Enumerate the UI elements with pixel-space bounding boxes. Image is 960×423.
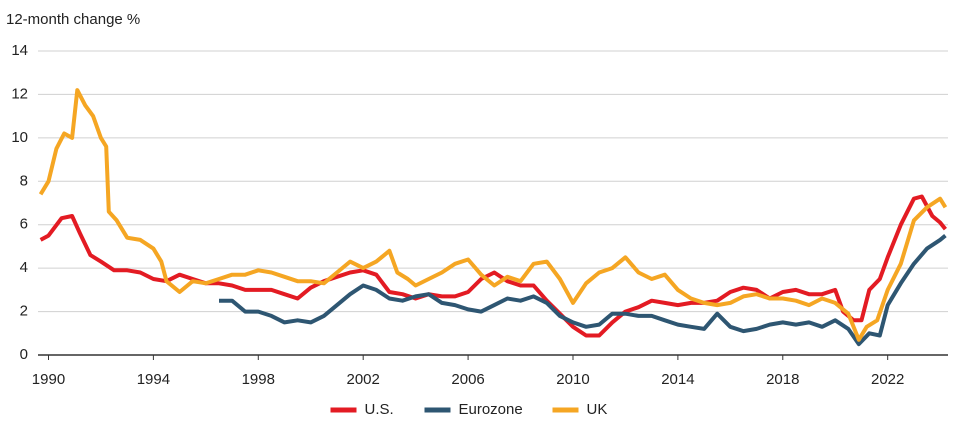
y-tick-label: 6 [20,216,28,233]
y-tick-label: 10 [11,129,28,146]
series-line [39,194,947,338]
x-tick-label: 2022 [871,371,904,388]
legend-label: Eurozone [459,401,523,418]
y-axis-label: 12-month change % [6,11,140,28]
x-tick-label: 2010 [556,371,589,388]
y-tick-label: 12 [11,85,28,102]
x-tick-label: 1990 [32,371,65,388]
legend-label: UK [587,401,608,418]
y-tick-label: 8 [20,172,28,189]
x-tick-label: 1994 [137,371,170,388]
x-tick-label: 2006 [451,371,484,388]
x-tick-label: 2018 [766,371,799,388]
x-tick-label: 2014 [661,371,694,388]
y-tick-label: 4 [20,259,28,276]
x-tick-label: 2002 [346,371,379,388]
y-tick-label: 0 [20,346,28,363]
series-line [38,88,948,342]
legend-label: U.S. [365,401,394,418]
series-line [219,234,947,347]
y-tick-label: 14 [11,42,28,59]
y-tick-label: 2 [20,303,28,320]
x-tick-label: 1998 [242,371,275,388]
